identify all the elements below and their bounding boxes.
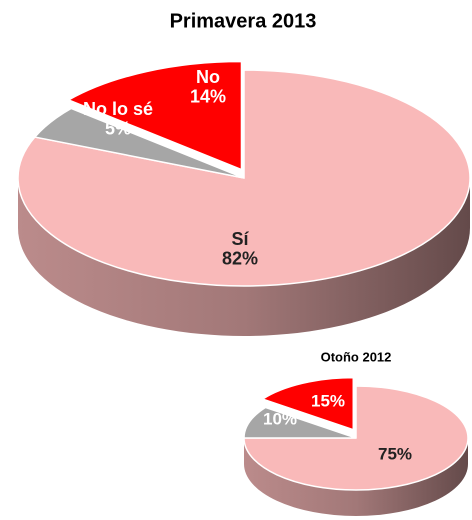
value-label: 82%	[222, 249, 258, 269]
slice	[17, 69, 471, 287]
value-label: 15%	[311, 391, 345, 410]
value-label: 10%	[263, 409, 297, 428]
slice-label: Sí	[231, 229, 249, 249]
value-label: 5%	[105, 119, 131, 139]
chart-title: Otoño 2012	[321, 349, 392, 364]
slice	[33, 107, 245, 179]
value-label: 14%	[190, 87, 226, 107]
value-label: 75%	[378, 444, 412, 463]
slice-side	[244, 438, 468, 516]
slice-label: No lo sé	[83, 99, 153, 119]
slice-label: No	[196, 67, 220, 87]
slice	[243, 406, 357, 439]
slice-side	[18, 178, 470, 336]
slice	[66, 60, 243, 171]
chart-title: Primavera 2013	[170, 10, 317, 32]
slice	[260, 376, 355, 431]
